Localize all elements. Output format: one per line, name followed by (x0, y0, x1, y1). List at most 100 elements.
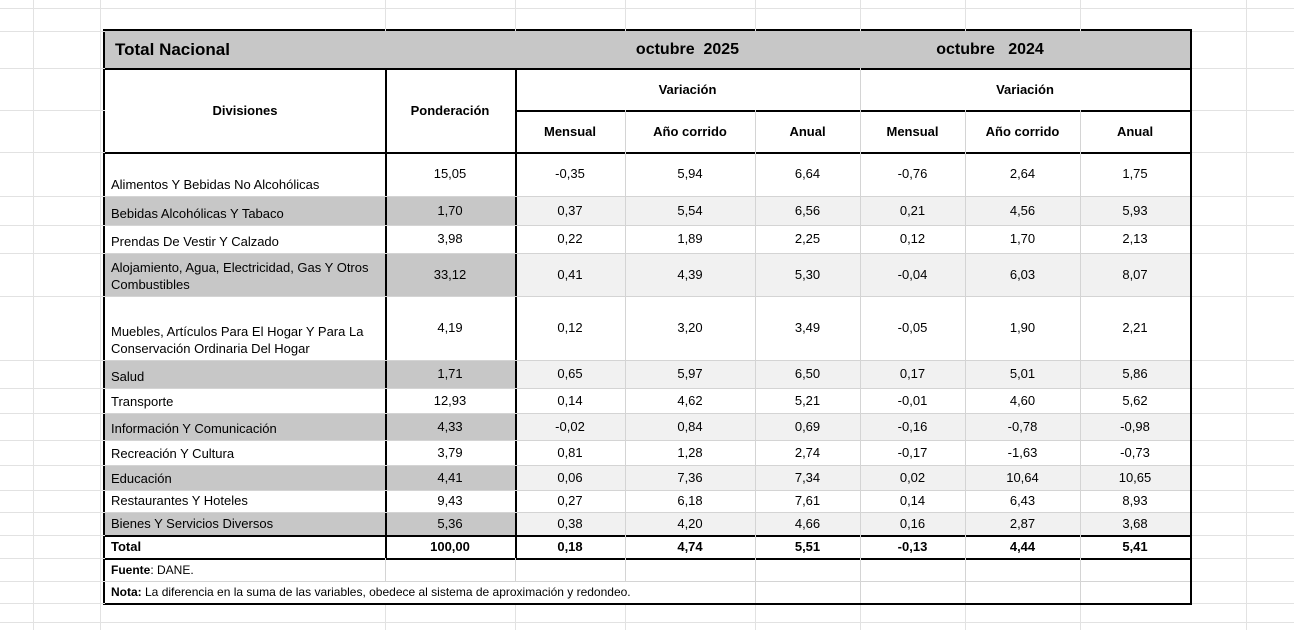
value-cell[interactable]: 0,41 (515, 253, 625, 296)
division-cell[interactable]: Bienes Y Servicios Diversos (105, 512, 385, 535)
total-value-cell[interactable]: 0,18 (557, 538, 583, 554)
value-cell[interactable]: 0,27 (557, 493, 583, 509)
value-cell[interactable]: 7,34 (755, 465, 860, 490)
value-cell[interactable]: 0,81 (557, 444, 583, 460)
value-cell[interactable]: -0,01 (897, 392, 928, 408)
value-cell[interactable]: 0,06 (515, 465, 625, 490)
col-header-ponderacion[interactable]: Ponderación (410, 102, 490, 118)
value-cell[interactable]: -0,17 (897, 444, 928, 460)
value-cell[interactable]: 5,62 (1122, 392, 1148, 408)
col-header-divisiones[interactable]: Divisiones (212, 102, 278, 118)
total-label-cell[interactable]: Total (111, 538, 142, 554)
col-header-mensual-2025[interactable]: Mensual (543, 123, 596, 139)
value-cell[interactable]: 0,12 (557, 320, 583, 336)
value-cell[interactable]: 2,64 (1009, 166, 1036, 182)
value-cell[interactable]: -0,02 (515, 413, 625, 440)
value-cell[interactable]: 33,12 (385, 253, 515, 296)
value-cell[interactable]: 12,93 (433, 392, 467, 408)
value-cell[interactable]: 0,22 (557, 231, 583, 247)
value-cell[interactable]: 0,02 (860, 465, 965, 490)
division-cell[interactable]: Salud (105, 360, 385, 388)
value-cell[interactable]: 4,19 (437, 320, 463, 336)
value-cell[interactable]: 8,07 (1080, 253, 1190, 296)
division-cell[interactable]: Alimentos Y Bebidas No Alcohólicas (111, 176, 320, 192)
value-cell[interactable]: 6,43 (1009, 493, 1036, 509)
value-cell[interactable]: -0,05 (897, 320, 928, 336)
division-cell[interactable]: Muebles, Artículos Para El Hogar Y Para … (111, 323, 364, 356)
division-cell[interactable]: Bebidas Alcohólicas Y Tabaco (105, 196, 385, 225)
value-cell[interactable]: 0,14 (899, 493, 926, 509)
value-cell[interactable]: 5,93 (1080, 196, 1190, 225)
total-value-cell[interactable]: 5,41 (1122, 538, 1148, 554)
col-header-ano-corrido-2025[interactable]: Año corrido (653, 123, 727, 139)
total-value-cell[interactable]: 5,51 (794, 538, 821, 554)
value-cell[interactable]: 0,12 (899, 231, 926, 247)
value-cell[interactable]: 4,39 (625, 253, 755, 296)
total-value-cell[interactable]: -0,13 (897, 538, 928, 554)
value-cell[interactable]: 5,97 (625, 360, 755, 388)
total-value-cell[interactable]: 100,00 (430, 538, 470, 554)
division-cell[interactable]: Transporte (111, 393, 174, 409)
division-cell[interactable]: Información Y Comunicación (105, 413, 385, 440)
value-cell[interactable]: 7,36 (625, 465, 755, 490)
value-cell[interactable]: 0,65 (515, 360, 625, 388)
value-cell[interactable]: 0,14 (557, 392, 583, 408)
value-cell[interactable]: 4,20 (625, 512, 755, 535)
value-cell[interactable]: 2,13 (1122, 231, 1148, 247)
value-cell[interactable]: -0,98 (1080, 413, 1190, 440)
value-cell[interactable]: 4,41 (385, 465, 515, 490)
value-cell[interactable]: 1,28 (677, 444, 703, 460)
col-header-variacion-2024[interactable]: Variación (996, 81, 1054, 97)
value-cell[interactable]: 8,93 (1122, 493, 1148, 509)
source-note-cell[interactable]: Fuente: DANE. (105, 558, 605, 581)
value-cell[interactable]: 5,94 (677, 166, 703, 182)
value-cell[interactable]: -0,16 (860, 413, 965, 440)
value-cell[interactable]: 5,54 (625, 196, 755, 225)
value-cell[interactable]: 0,17 (860, 360, 965, 388)
value-cell[interactable]: 1,90 (1009, 320, 1036, 336)
value-cell[interactable]: 0,16 (860, 512, 965, 535)
value-cell[interactable]: 10,64 (965, 465, 1080, 490)
value-cell[interactable]: 1,70 (1009, 231, 1036, 247)
value-cell[interactable]: 1,75 (1122, 166, 1148, 182)
value-cell[interactable]: 4,66 (755, 512, 860, 535)
value-cell[interactable]: 4,60 (1009, 392, 1036, 408)
value-cell[interactable]: 0,84 (625, 413, 755, 440)
value-cell[interactable]: -0,73 (1120, 444, 1150, 460)
col-header-variacion-2025[interactable]: Variación (658, 81, 717, 97)
value-cell[interactable]: 15,05 (433, 166, 467, 182)
value-cell[interactable]: 10,65 (1080, 465, 1190, 490)
division-cell[interactable]: Recreación Y Cultura (111, 445, 235, 461)
value-cell[interactable]: 9,43 (437, 493, 463, 509)
value-cell[interactable]: 5,86 (1080, 360, 1190, 388)
division-cell[interactable]: Prendas De Vestir Y Calzado (111, 233, 279, 249)
division-cell[interactable]: Restaurantes Y Hoteles (111, 492, 248, 508)
value-cell[interactable]: 6,03 (965, 253, 1080, 296)
value-cell[interactable]: 0,69 (755, 413, 860, 440)
value-cell[interactable]: 2,87 (965, 512, 1080, 535)
value-cell[interactable]: 6,18 (677, 493, 703, 509)
value-cell[interactable]: 2,74 (794, 444, 821, 460)
value-cell[interactable]: 5,36 (385, 512, 515, 535)
value-cell[interactable]: 2,25 (794, 231, 821, 247)
value-cell[interactable]: 3,20 (677, 320, 703, 336)
rounding-note-cell[interactable]: Nota: La diferencia en la suma de las va… (105, 581, 905, 603)
value-cell[interactable]: 0,21 (860, 196, 965, 225)
value-cell[interactable]: 3,98 (437, 231, 463, 247)
value-cell[interactable]: 0,38 (515, 512, 625, 535)
value-cell[interactable]: 3,68 (1080, 512, 1190, 535)
value-cell[interactable]: 2,21 (1122, 320, 1148, 336)
value-cell[interactable]: -0,76 (897, 166, 928, 182)
value-cell[interactable]: 6,50 (755, 360, 860, 388)
value-cell[interactable]: 5,30 (755, 253, 860, 296)
value-cell[interactable]: 1,70 (385, 196, 515, 225)
value-cell[interactable]: -0,35 (555, 166, 585, 182)
division-cell[interactable]: Educación (105, 465, 385, 490)
value-cell[interactable]: -0,04 (860, 253, 965, 296)
value-cell[interactable]: -1,63 (1007, 444, 1038, 460)
value-cell[interactable]: 3,49 (794, 320, 821, 336)
value-cell[interactable]: 1,71 (385, 360, 515, 388)
total-value-cell[interactable]: 4,74 (677, 538, 703, 554)
value-cell[interactable]: 4,62 (677, 392, 703, 408)
value-cell[interactable]: 5,01 (965, 360, 1080, 388)
